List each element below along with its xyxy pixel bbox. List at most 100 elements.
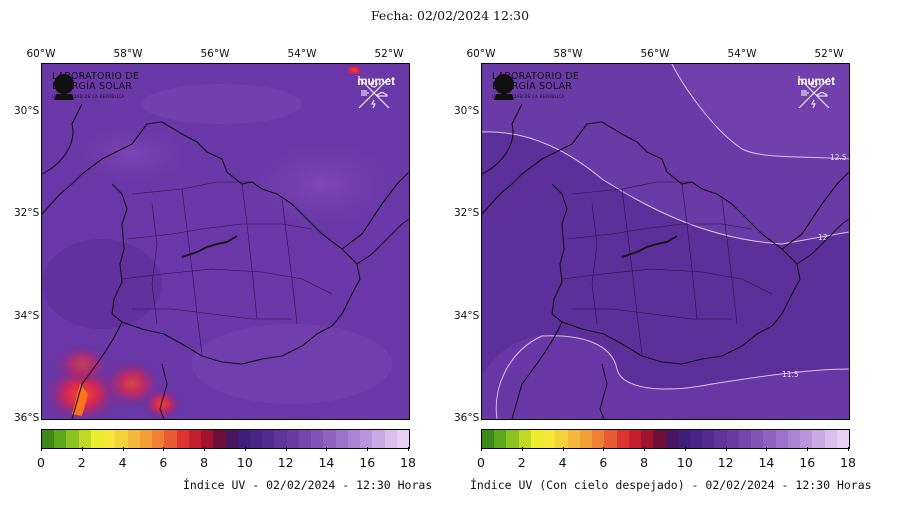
colorbar-swatch: [274, 430, 287, 448]
colorbar-swatch: [127, 430, 140, 448]
colorbar-swatch: [347, 430, 361, 448]
lat-label: 36°S: [14, 412, 40, 424]
colorbar-swatch: [714, 430, 727, 448]
colorbar-swatch: [665, 430, 678, 448]
lat-label: 34°S: [14, 310, 40, 322]
colorbar-tick-label: 10: [676, 455, 693, 470]
colorbar-swatch: [677, 430, 690, 448]
les-logo-icon: [54, 74, 74, 100]
colorbar-swatch: [506, 430, 519, 448]
colorbar-ticks: 0 2 4 6 8 10 12 14 16 18: [477, 447, 856, 477]
les-line2: ENERGÍA SOLAR: [492, 81, 573, 92]
colorbar-tick-label: 16: [359, 455, 376, 470]
uv-map-caption: Índice UV - 02/02/2024 - 12:30 Horas: [183, 478, 433, 492]
colorbar-tick: [603, 447, 605, 451]
inumet-logo: inumet: [357, 76, 395, 109]
colorbar-swatch: [726, 430, 739, 448]
colorbar-tick-label: 6: [159, 455, 168, 470]
weather-icons: [358, 77, 390, 109]
colorbar-tick-label: 4: [558, 455, 567, 470]
contour-11-5: [495, 335, 849, 419]
colorbar-tick-label: 14: [318, 455, 335, 470]
colorbar-tick: [521, 447, 523, 451]
colorbar-swatch: [335, 430, 348, 448]
colorbar-swatch: [90, 430, 104, 448]
colorbar-swatch: [78, 430, 91, 448]
colorbar-tick: [244, 447, 246, 451]
colorbar-tick: [725, 447, 727, 451]
colorbar-swatch: [592, 430, 605, 448]
colorbar-tick: [163, 447, 165, 451]
colorbar-swatch: [616, 430, 629, 448]
colorbar-swatch: [396, 430, 410, 448]
colorbar-tick: [481, 447, 482, 451]
lon-label: 54°W: [287, 48, 317, 60]
clear-sky-caption: Índice UV (Con cielo despejado) - 02/02/…: [470, 478, 872, 492]
colorbar-tick: [285, 447, 287, 451]
colorbar-swatch: [360, 430, 373, 448]
colorbar-swatch: [139, 430, 153, 448]
lon-label: 58°W: [113, 48, 143, 60]
colorbar-swatch: [298, 430, 312, 448]
map-canvas: [42, 64, 409, 419]
colorbar-tick: [848, 447, 849, 451]
longitude-labels: 60°W 58°W 56°W 54°W 52°W: [440, 48, 850, 64]
colorbar-swatch: [482, 430, 495, 448]
colorbar-swatch: [567, 430, 580, 448]
lon-label: 56°W: [200, 48, 230, 60]
colorbar-swatch: [689, 430, 703, 448]
les-logo-icon: [494, 74, 514, 100]
colorbar-tick-label: 12: [277, 455, 294, 470]
colorbar-swatch: [201, 430, 214, 448]
colorbar-swatch: [188, 430, 202, 448]
colorbar-swatch: [54, 430, 67, 448]
colorbar-swatch: [653, 430, 666, 448]
colorbar-tick-label: 18: [840, 455, 856, 470]
contour-label: 12: [818, 233, 828, 242]
colorbar-tick: [81, 447, 83, 451]
colorbar-swatch: [751, 430, 764, 448]
colorbar-swatch: [641, 430, 654, 448]
colorbar-swatch: [800, 430, 813, 448]
lon-label: 54°W: [727, 48, 757, 60]
uv-colorbar: [41, 429, 410, 449]
colorbar-swatch: [115, 430, 128, 448]
colorbar-tick-label: 4: [118, 455, 127, 470]
clear-sky-uv-map: 12.5 12 11.5: [481, 63, 850, 420]
colorbar-tick-label: 2: [517, 455, 526, 470]
colorbar-tick: [408, 447, 409, 451]
colorbar-swatch: [604, 430, 617, 448]
colorbar-swatch: [555, 430, 568, 448]
colorbar-tick: [326, 447, 328, 451]
colorbar-swatch: [812, 430, 825, 448]
colorbar-tick-label: 16: [799, 455, 816, 470]
colorbar-swatch: [152, 430, 165, 448]
colorbar-swatch: [103, 430, 116, 448]
colorbar-swatch: [579, 430, 593, 448]
lon-label: 56°W: [640, 48, 670, 60]
colorbar-tick-label: 0: [37, 455, 45, 470]
map-canvas: 12.5 12 11.5: [482, 64, 849, 419]
colorbar-swatch: [323, 430, 336, 448]
colorbar-tick: [41, 447, 42, 451]
colorbar-swatch: [628, 430, 642, 448]
colorbar-swatch: [384, 430, 397, 448]
colorbar-swatch: [530, 430, 544, 448]
lat-label: 32°S: [454, 207, 480, 219]
colorbar-swatch: [42, 430, 55, 448]
colorbar-tick: [644, 447, 646, 451]
colorbar-swatch: [262, 430, 275, 448]
lat-label: 30°S: [14, 105, 40, 117]
colorbar-swatch: [176, 430, 189, 448]
uv-map-panel: 60°W 58°W 56°W 54°W 52°W 30°S 32°S 34°S …: [0, 48, 432, 508]
colorbar-tick: [684, 447, 686, 451]
uv-colorbar: [481, 429, 850, 449]
colorbar-tick: [122, 447, 124, 451]
colorbar-tick-label: 8: [200, 455, 209, 470]
lat-label: 30°S: [454, 105, 480, 117]
lat-label: 34°S: [454, 310, 480, 322]
inumet-logo: inumet: [797, 76, 835, 109]
lon-label: 58°W: [553, 48, 583, 60]
colorbar-swatch: [787, 430, 801, 448]
lon-label: 60°W: [466, 48, 496, 60]
